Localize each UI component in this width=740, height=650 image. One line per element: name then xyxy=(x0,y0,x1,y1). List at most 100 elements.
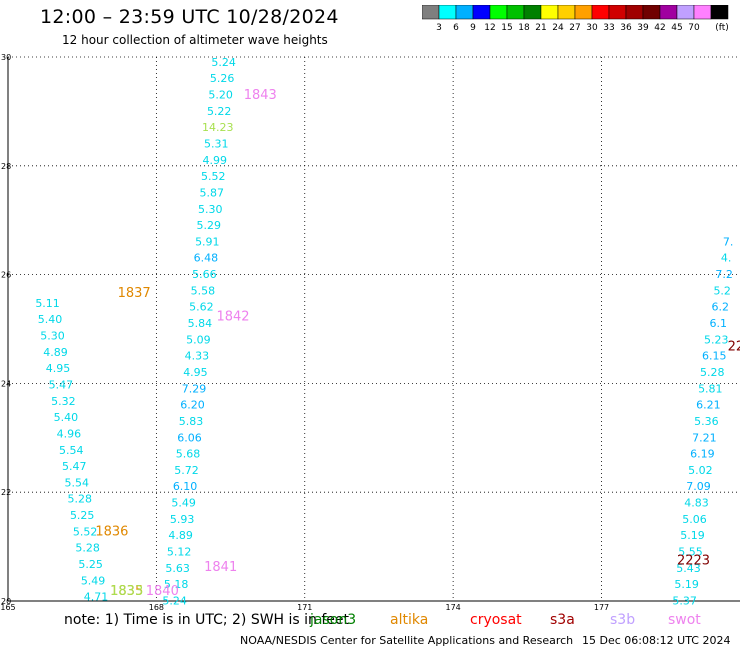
lat-tick-label: 28 xyxy=(1,162,11,171)
wave-height-value: 5.84 xyxy=(188,317,213,330)
wave-height-value: 5.81 xyxy=(698,382,723,395)
satellite-name: cryosat xyxy=(470,612,522,628)
wave-height-value: 4.83 xyxy=(684,497,709,510)
wave-height-value: 6.48 xyxy=(194,252,219,265)
satellite-name: altika xyxy=(390,612,429,628)
wave-height-colorbar: 3 6 9 12 15 18 21 24 27 30 33 36 39 42 45 70 (ft) xyxy=(422,5,729,33)
wave-height-value: 5.02 xyxy=(688,464,713,477)
pass-time-label: 1833 xyxy=(110,584,143,599)
creation-timestamp: 15 Dec 06:08:12 UTC 2024 xyxy=(582,634,731,647)
credit-line: NOAA/NESDIS Center for Satellite Applica… xyxy=(240,634,574,647)
lon-tick-label: 168 xyxy=(149,603,164,610)
wave-height-value: 5.68 xyxy=(176,448,201,461)
wave-height-value: 5.19 xyxy=(674,578,699,591)
wave-height-value: 4.33 xyxy=(185,350,210,363)
colorbar-label: 42 xyxy=(654,23,665,33)
map-subtitle: 12 hour collection of altimeter wave hei… xyxy=(62,33,328,47)
wave-height-value: 14.23 xyxy=(202,121,234,134)
satellite-name: s3b xyxy=(610,612,636,628)
satellite-name: swot xyxy=(668,612,701,628)
wave-height-value: 5.30 xyxy=(40,330,65,343)
wave-height-value: 7. xyxy=(723,235,734,248)
wave-height-value: 5.63 xyxy=(165,562,190,575)
wave-height-value: 5.62 xyxy=(189,301,214,314)
lat-tick-label: 24 xyxy=(1,379,11,388)
pass-time-label: 1842 xyxy=(216,309,249,324)
wave-height-value: 5.52 xyxy=(73,525,98,538)
pass-time-label: 2223 xyxy=(677,554,710,569)
wave-height-value: 5.93 xyxy=(170,513,195,526)
colorbar-label: 30 xyxy=(586,23,598,33)
wave-height-value: 7.29 xyxy=(182,382,207,395)
wave-height-value: 4.95 xyxy=(183,366,208,379)
satellite-name: s3a xyxy=(550,612,575,628)
pass-time-label: 1843 xyxy=(244,88,277,103)
wave-height-value: 5.23 xyxy=(704,333,729,346)
pass-time-label: 1837 xyxy=(118,286,151,301)
map-title: 12:00 – 23:59 UTC 10/28/2024 xyxy=(40,6,339,28)
wave-height-value: 5.19 xyxy=(680,529,705,542)
wave-height-value: 5.54 xyxy=(64,476,89,489)
footer-note: note: 1) Time is in UTC; 2) SWH is in fe… xyxy=(64,612,350,628)
wave-height-value: 7.2 xyxy=(715,268,733,281)
lon-tick-label: 171 xyxy=(297,603,312,610)
wave-height-value: 5.47 xyxy=(62,460,87,473)
wave-height-value: 5.87 xyxy=(200,186,225,199)
wave-height-value: 6.2 xyxy=(711,301,729,314)
wave-height-value: 5.36 xyxy=(694,415,719,428)
wave-height-value: 5.40 xyxy=(38,313,63,326)
colorbar-label: 24 xyxy=(552,23,564,33)
wave-height-value: 5.26 xyxy=(210,72,235,85)
lon-tick-label: 174 xyxy=(445,603,460,610)
pass-time-label: 1841 xyxy=(204,560,237,575)
colorbar-unit: (ft) xyxy=(715,23,729,33)
pass-time-label: 1836 xyxy=(95,524,128,539)
colorbar-label: 39 xyxy=(637,23,649,33)
wave-height-value: 5.47 xyxy=(49,378,74,391)
wave-height-value: 5.52 xyxy=(201,170,226,183)
colorbar-label: 3 xyxy=(436,23,442,33)
wave-height-value: 5.09 xyxy=(186,333,211,346)
wave-height-value: 5.30 xyxy=(198,203,223,216)
wave-height-value: 4.89 xyxy=(168,529,193,542)
colorbar-label: 33 xyxy=(603,23,614,33)
wave-height-value: 7.21 xyxy=(692,431,717,444)
wave-height-value: 5.58 xyxy=(191,284,216,297)
lon-tick-label: 177 xyxy=(594,603,609,610)
colorbar-label: 36 xyxy=(620,23,632,33)
lat-tick-label: 30 xyxy=(1,53,11,62)
wave-height-value: 4.99 xyxy=(202,154,227,167)
wave-height-value: 5.12 xyxy=(167,545,192,558)
wave-height-value: 5.11 xyxy=(35,297,60,310)
wave-height-value: 5.43 xyxy=(676,562,701,575)
lat-tick-label: 22 xyxy=(1,488,11,497)
lon-tick-label: 165 xyxy=(0,603,15,610)
wave-height-value: 6.10 xyxy=(173,480,198,493)
colorbar-label: 12 xyxy=(484,23,495,33)
colorbar-swatch xyxy=(710,5,729,20)
wave-height-value: 4.89 xyxy=(43,346,68,359)
wave-height-value: 4.96 xyxy=(57,427,82,440)
colorbar-label: 70 xyxy=(688,23,700,33)
wave-height-value: 5.49 xyxy=(81,574,106,587)
wave-height-value: 4.71 xyxy=(84,591,109,604)
pass-time-label: 1835 xyxy=(110,584,143,599)
wave-height-value: 6.20 xyxy=(180,399,205,412)
pass-time-label: 1840 xyxy=(146,584,179,599)
altimeter-map: 165 168 171 174 177 20 22 24 26 28 30 5.11 5.40 5.30 4… xyxy=(0,53,740,610)
wave-height-value: 5.2 xyxy=(713,284,731,297)
pass-time-label: 223 xyxy=(728,339,740,354)
wave-height-value: 5.28 xyxy=(75,542,100,555)
wave-height-value: 6.19 xyxy=(690,448,715,461)
wave-height-value: 6.21 xyxy=(696,399,721,412)
wave-height-value: 5.54 xyxy=(59,444,84,457)
lat-tick-label: 20 xyxy=(1,597,11,606)
wave-height-value: 5.28 xyxy=(700,366,725,379)
satellite-name: jason3 xyxy=(310,612,357,628)
wave-height-value: 5.72 xyxy=(174,464,199,477)
wave-height-value: 5.37 xyxy=(672,594,697,607)
colorbar-label: 21 xyxy=(535,23,546,33)
wave-height-value: 5.24 xyxy=(211,56,236,69)
wave-height-value: 6.15 xyxy=(702,350,727,363)
wave-height-value: 5.40 xyxy=(54,411,79,424)
